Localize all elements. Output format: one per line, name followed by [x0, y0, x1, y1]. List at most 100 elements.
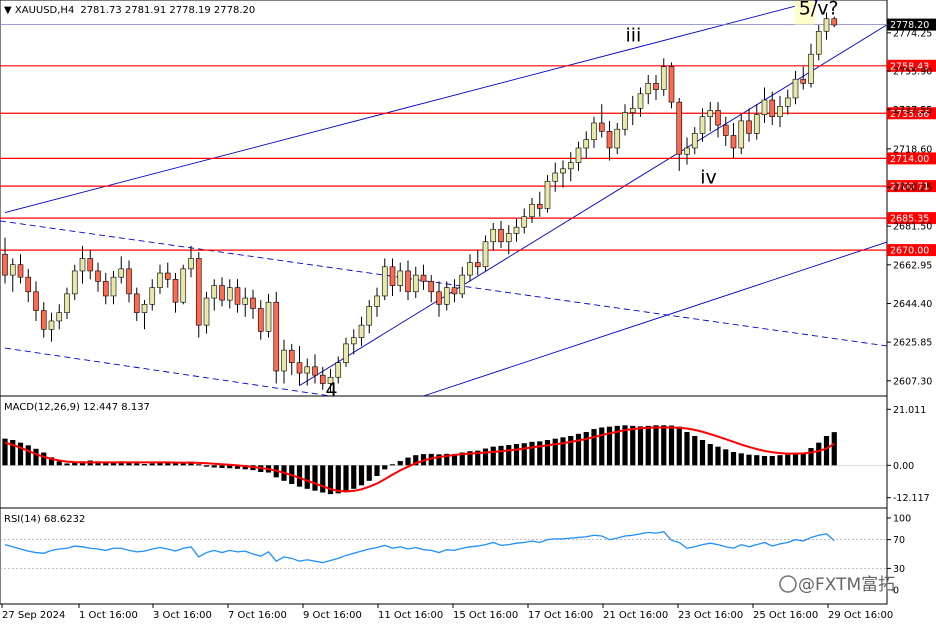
candle-body — [513, 226, 520, 234]
macd-bar — [451, 454, 458, 466]
watermark-text: @FXTM富拓 — [798, 575, 895, 595]
symbol-label: XAUUSD,H4 — [15, 5, 74, 16]
candle-body — [133, 293, 140, 313]
candles — [2, 12, 838, 392]
macd-bar — [165, 461, 171, 466]
macd-bar — [792, 454, 799, 466]
macd-bar — [343, 465, 349, 492]
macd-bar — [529, 441, 535, 466]
macd-bar — [769, 456, 775, 466]
candle-body — [428, 281, 435, 293]
macd-bar — [211, 465, 217, 468]
macd-bar — [808, 448, 814, 466]
candle-body — [350, 337, 357, 345]
candle-body — [288, 349, 295, 363]
candle-body — [304, 366, 311, 374]
candle-body — [583, 139, 590, 149]
candle-body — [141, 303, 148, 313]
candle-body — [707, 110, 714, 118]
macd-bar — [33, 448, 39, 466]
macd-bar — [653, 425, 659, 466]
macd-bar — [583, 432, 589, 466]
level-tag-4 — [887, 212, 936, 225]
trendline-1 — [299, 24, 888, 386]
candle-body — [598, 122, 605, 132]
price-tick-label: 2718.60 — [893, 144, 932, 155]
candle-body — [684, 147, 690, 155]
rsi-tick-label: 70 — [893, 535, 905, 546]
macd-bar — [482, 448, 489, 466]
macd-bar — [467, 451, 473, 466]
macd-bar — [637, 426, 644, 466]
candle-body — [521, 216, 528, 228]
candle-body — [591, 122, 597, 140]
macd-tick-label: 0.00 — [893, 461, 914, 472]
time-tick-label: 27 Sep 2024 — [2, 610, 65, 621]
candle-body — [529, 203, 535, 218]
candle-body — [808, 53, 814, 84]
candle-body — [319, 374, 326, 384]
candle-body — [296, 362, 303, 374]
time-tick-label: 1 Oct 16:00 — [79, 610, 138, 621]
macd-bar — [661, 425, 667, 466]
candle-body — [715, 110, 721, 126]
macd-bar — [668, 425, 675, 466]
candle-body — [25, 276, 32, 293]
time-tick-label: 7 Oct 16:00 — [228, 610, 287, 621]
candle-body — [9, 264, 16, 276]
candle-body — [327, 376, 334, 384]
rsi-pane-frame — [0, 507, 888, 605]
rsi-tick-label: 0 — [893, 586, 899, 597]
macd-bar — [630, 425, 636, 466]
macd-bar — [110, 461, 117, 466]
macd-bar — [196, 464, 202, 466]
macd-bar — [475, 450, 481, 466]
candle-body — [505, 233, 512, 243]
candle-body — [211, 285, 218, 299]
macd-bar — [544, 440, 551, 466]
price-tick-label: 2644.40 — [893, 299, 932, 310]
candle-body — [203, 297, 210, 326]
time-axis: 27 Sep 2024 1 Oct 16:00 3 Oct 16:00 7 Oct 1… — [1, 604, 893, 621]
candle-body — [451, 287, 458, 295]
macd-bar — [56, 461, 62, 466]
candle-body — [250, 297, 256, 309]
candle-body — [118, 268, 125, 278]
candle-body — [335, 362, 342, 378]
candle-body — [567, 162, 574, 170]
candle-body — [397, 270, 404, 286]
macd-bar — [2, 438, 8, 466]
candle-body — [467, 262, 473, 276]
candle-body — [180, 268, 187, 303]
macd-bar — [552, 438, 558, 466]
candle-body — [653, 83, 659, 90]
macd-bar — [684, 432, 690, 466]
candle-body — [164, 272, 171, 280]
candle-body — [95, 270, 101, 282]
candle-body — [48, 320, 55, 330]
wave-label: 4 — [326, 379, 338, 401]
candle-body — [436, 291, 442, 305]
fxtm-logo-icon — [779, 575, 797, 593]
price-tick-label: 2681.50 — [893, 222, 932, 233]
macd-bar — [48, 457, 55, 466]
time-tick-label: 23 Oct 16:00 — [678, 610, 743, 621]
macd-bar — [513, 444, 520, 466]
candle-body — [614, 128, 621, 149]
candle-body — [366, 306, 373, 326]
macd-bar — [599, 427, 605, 466]
macd-bar — [103, 462, 109, 466]
candle-body — [660, 66, 667, 90]
candle-body — [412, 274, 419, 293]
candle-body — [257, 308, 264, 332]
macd-bar — [219, 465, 225, 468]
macd-bar — [327, 465, 334, 495]
macd-bar — [41, 452, 47, 466]
macd-bar — [746, 454, 752, 466]
price-axis: 2774.25 2755.90 2737.55 2718.60 2700.25 2681.… — [887, 28, 932, 387]
macd-bar — [777, 455, 783, 466]
time-tick-label: 9 Oct 16:00 — [303, 610, 362, 621]
price-tick-label: 2774.25 — [893, 28, 932, 39]
candle-body — [560, 168, 566, 174]
candle-body — [40, 310, 47, 330]
